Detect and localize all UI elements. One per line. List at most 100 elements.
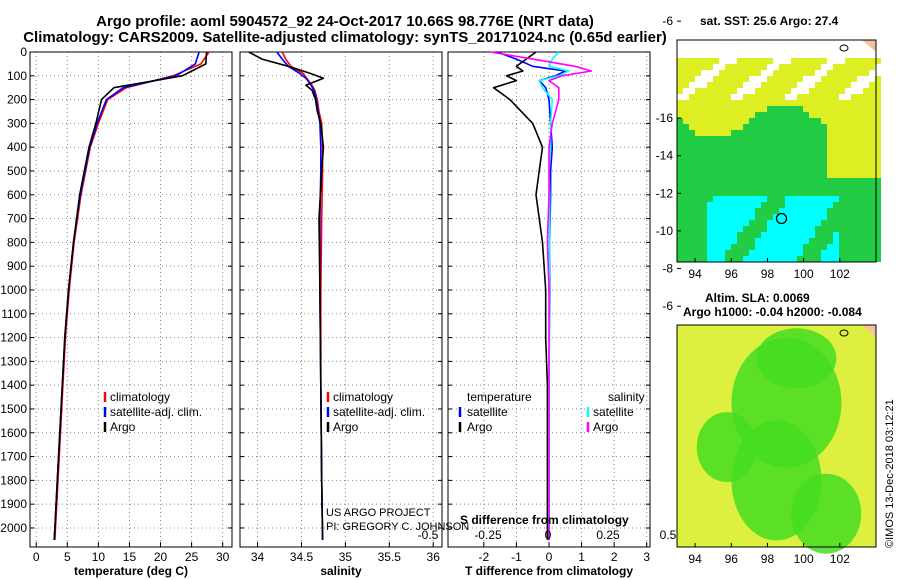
x-tick-label: 15 xyxy=(123,550,137,564)
sst-cell xyxy=(809,226,815,232)
sst-cell xyxy=(851,214,857,220)
sst-cell xyxy=(809,154,815,160)
sst-cell xyxy=(725,112,731,118)
sst-cell xyxy=(713,154,719,160)
sst-cell xyxy=(767,238,773,244)
sst-cell xyxy=(851,226,857,232)
sst-cell xyxy=(725,136,731,142)
sst-cell xyxy=(785,244,791,250)
sst-cell xyxy=(845,148,851,154)
sst-cell xyxy=(689,94,695,100)
sst-cell xyxy=(863,220,869,226)
sst-cell xyxy=(809,94,815,100)
sst-cell xyxy=(737,202,743,208)
sst-cell xyxy=(743,76,749,82)
sst-cell xyxy=(833,142,839,148)
sst-cell xyxy=(839,58,845,64)
sst-cell xyxy=(695,160,701,166)
sst-cell xyxy=(815,58,821,64)
sst-cell xyxy=(821,94,827,100)
sst-cell xyxy=(725,256,731,262)
sst-cell xyxy=(761,232,767,238)
sst-cell xyxy=(707,70,713,76)
sst-cell xyxy=(719,142,725,148)
lat-tick-label: -14 xyxy=(656,149,674,163)
sst-cell xyxy=(755,124,761,130)
sst-cell xyxy=(743,166,749,172)
depth-tick-label: 1800 xyxy=(0,473,27,487)
sst-cell xyxy=(791,82,797,88)
sst-cell xyxy=(701,244,707,250)
sst-cell xyxy=(731,154,737,160)
sst-cell xyxy=(725,88,731,94)
x-tick-label: -1 xyxy=(511,550,522,564)
series-climatology xyxy=(281,51,324,540)
x-tick-label: 25 xyxy=(185,550,199,564)
sst-cell xyxy=(761,130,767,136)
sst-cell xyxy=(695,64,701,70)
sst-cell xyxy=(821,76,827,82)
sst-cell xyxy=(797,64,803,70)
sst-cell xyxy=(773,232,779,238)
sst-cell xyxy=(701,82,707,88)
sst-cell xyxy=(743,88,749,94)
sst-cell xyxy=(833,244,839,250)
sst-cell xyxy=(683,226,689,232)
sst-cell xyxy=(737,118,743,124)
sst-cell xyxy=(815,214,821,220)
sst-cell xyxy=(839,94,845,100)
sst-cell xyxy=(839,202,845,208)
sst-cell xyxy=(785,100,791,106)
sst-cell xyxy=(773,100,779,106)
legend-label: satellite xyxy=(593,405,634,419)
sst-cell xyxy=(743,238,749,244)
sst-cell xyxy=(875,226,881,232)
sst-cell xyxy=(839,106,845,112)
sst-cell xyxy=(797,70,803,76)
sst-cell xyxy=(833,250,839,256)
sst-cell xyxy=(827,238,833,244)
sst-cell xyxy=(731,130,737,136)
sst-cell xyxy=(845,106,851,112)
sst-cell xyxy=(803,112,809,118)
lat-tick-label: -6 xyxy=(662,299,673,313)
sst-cell xyxy=(731,70,737,76)
sst-cell xyxy=(707,232,713,238)
sst-cell xyxy=(749,238,755,244)
sst-cell xyxy=(737,106,743,112)
sst-cell xyxy=(767,256,773,262)
sst-cell xyxy=(767,82,773,88)
sst-cell xyxy=(713,250,719,256)
sst-cell xyxy=(869,124,875,130)
sst-cell xyxy=(755,226,761,232)
sst-cell xyxy=(689,142,695,148)
secondary-x-tick-label: -0.5 xyxy=(418,528,439,542)
sst-cell xyxy=(791,160,797,166)
sst-cell xyxy=(863,214,869,220)
sst-cell xyxy=(725,196,731,202)
sst-cell xyxy=(839,238,845,244)
sst-cell xyxy=(791,136,797,142)
sst-cell xyxy=(869,76,875,82)
sst-cell xyxy=(833,106,839,112)
sst-cell xyxy=(749,190,755,196)
sst-cell xyxy=(845,154,851,160)
sst-cell xyxy=(719,64,725,70)
sst-cell xyxy=(785,64,791,70)
sst-cell xyxy=(821,202,827,208)
sst-cell xyxy=(707,148,713,154)
sst-cell xyxy=(785,250,791,256)
sst-cell xyxy=(845,112,851,118)
sst-cell xyxy=(869,232,875,238)
sst-cell xyxy=(719,106,725,112)
sst-cell xyxy=(683,130,689,136)
sst-cell xyxy=(713,112,719,118)
sst-cell xyxy=(677,256,683,262)
sst-cell xyxy=(785,136,791,142)
sst-cell xyxy=(719,190,725,196)
sst-cell xyxy=(875,142,881,148)
sst-cell xyxy=(725,184,731,190)
sst-cell xyxy=(773,58,779,64)
sst-cell xyxy=(785,214,791,220)
